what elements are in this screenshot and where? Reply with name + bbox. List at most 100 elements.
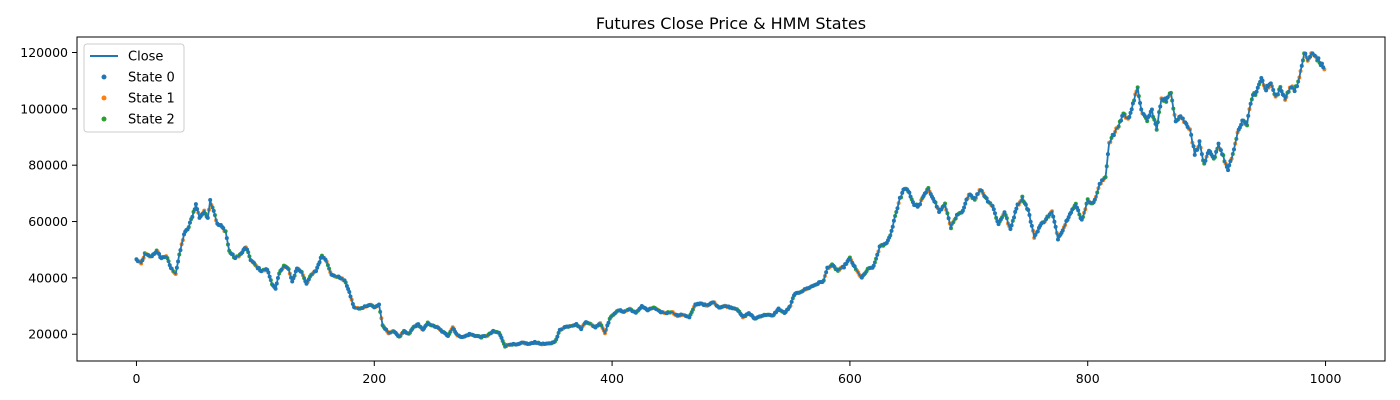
state-0-point xyxy=(1002,210,1007,215)
state-0-point xyxy=(1060,228,1065,233)
state-0-point xyxy=(1189,132,1194,137)
state-0-point xyxy=(195,207,200,212)
state-0-point xyxy=(1246,113,1251,118)
state-0-point xyxy=(924,190,929,195)
state-0-point xyxy=(1035,229,1040,234)
state-0-point xyxy=(846,257,851,262)
state-0-point xyxy=(1138,101,1143,106)
state-0-point xyxy=(654,307,659,312)
state-0-point xyxy=(567,324,572,329)
state-0-point xyxy=(862,272,867,277)
state-0-point xyxy=(998,217,1003,222)
state-0-point xyxy=(275,276,280,281)
state-0-point xyxy=(135,258,140,263)
state-0-point xyxy=(1303,51,1308,56)
state-0-point xyxy=(1052,219,1057,224)
state-0-point xyxy=(367,303,372,308)
state-0-point xyxy=(1274,92,1279,97)
state-0-point xyxy=(831,263,836,268)
state-0-point xyxy=(985,199,990,204)
legend-label: State 0 xyxy=(128,71,175,86)
y-tick-label: 60000 xyxy=(28,214,68,229)
state-0-point xyxy=(201,211,206,216)
state-0-point xyxy=(205,215,210,220)
state-0-point xyxy=(161,255,166,260)
x-tick-label: 200 xyxy=(362,371,386,386)
state-0-point xyxy=(1203,158,1208,163)
state-0-point xyxy=(315,265,320,270)
state-0-point xyxy=(1255,85,1260,90)
state-0-point xyxy=(1174,118,1179,123)
state-0-point xyxy=(900,190,905,195)
state-0-point xyxy=(491,328,496,333)
state-0-point xyxy=(891,218,896,223)
state-0-point xyxy=(1264,88,1269,93)
state-dots xyxy=(136,51,1327,349)
state-0-point xyxy=(416,322,421,327)
state-0-point xyxy=(1243,120,1248,125)
state-0-point xyxy=(1191,144,1196,149)
state-0-point xyxy=(176,259,181,264)
state-0-point xyxy=(664,311,669,316)
state-0-point xyxy=(1165,95,1170,100)
close-line xyxy=(135,52,1326,348)
state-0-point xyxy=(736,308,741,313)
state-0-point xyxy=(576,324,581,329)
state-0-point xyxy=(1254,89,1259,94)
state-0-point xyxy=(841,265,846,270)
state-0-point xyxy=(1260,78,1265,83)
state-0-point xyxy=(711,300,716,305)
state-0-point xyxy=(1097,181,1102,186)
state-0-point xyxy=(306,277,311,282)
state-0-point xyxy=(1014,206,1019,211)
state-0-point xyxy=(446,334,450,339)
state-0-point xyxy=(331,273,336,278)
state-0-point xyxy=(1008,227,1013,232)
state-0-point xyxy=(907,190,912,195)
state-0-point xyxy=(1092,197,1097,202)
state-0-point xyxy=(347,290,352,295)
state-0-point xyxy=(208,197,213,202)
state-0-point xyxy=(770,313,775,318)
state-0-point xyxy=(1076,208,1081,213)
state-0-point xyxy=(585,320,590,325)
state-0-point xyxy=(687,315,692,320)
state-0-point xyxy=(1214,149,1219,154)
state-0-point xyxy=(946,216,951,221)
state-0-point xyxy=(1185,124,1190,129)
state-0-point xyxy=(555,334,560,339)
state-0-point xyxy=(648,306,653,311)
state-0-point xyxy=(1227,163,1232,168)
state-0-point xyxy=(344,284,349,288)
state-0-point xyxy=(1199,152,1204,157)
state-0-point xyxy=(338,276,343,281)
state-0-point xyxy=(1153,121,1158,126)
state-0-point xyxy=(895,206,900,211)
state-0-point xyxy=(1295,84,1300,89)
state-0-point xyxy=(1026,208,1031,213)
state-0-point xyxy=(811,283,816,288)
state-dots-top xyxy=(134,51,1326,347)
state-0-point xyxy=(1281,93,1286,98)
state-0-point xyxy=(1129,107,1134,112)
state-0-point xyxy=(1268,81,1273,86)
state-0-point xyxy=(1127,115,1132,120)
state-0-point xyxy=(992,211,997,216)
state-0-point xyxy=(472,333,477,338)
state-0-point xyxy=(211,208,216,213)
state-0-point xyxy=(1220,152,1225,157)
y-tick-label: 40000 xyxy=(28,270,68,285)
state-0-point xyxy=(167,263,172,268)
legend-state-swatch xyxy=(101,95,107,101)
state-0-point xyxy=(963,201,968,206)
state-0-point xyxy=(168,266,173,271)
state-0-point xyxy=(284,265,289,270)
state-0-point xyxy=(932,199,937,204)
state-0-point xyxy=(190,214,195,219)
state-0-point xyxy=(1195,147,1200,152)
state-0-point xyxy=(820,279,825,284)
state-0-point xyxy=(1289,85,1294,90)
state-0-point xyxy=(404,330,409,335)
state-0-point xyxy=(1009,223,1014,228)
